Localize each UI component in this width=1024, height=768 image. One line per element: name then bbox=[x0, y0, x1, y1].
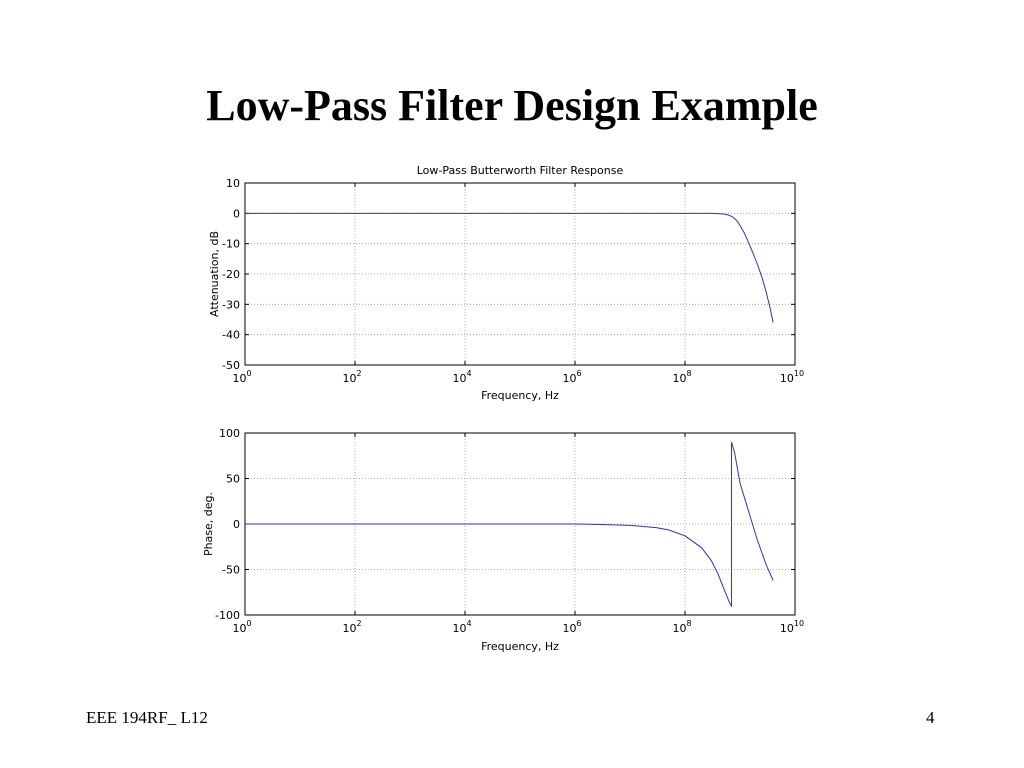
x-tick-label: 100 bbox=[232, 619, 251, 635]
y-axis-label: Attenuation, dB bbox=[208, 231, 221, 317]
y-tick-label: 0 bbox=[233, 518, 240, 531]
y-tick-label: 10 bbox=[226, 177, 240, 190]
y-tick-label: -100 bbox=[215, 609, 240, 622]
y-tick-label: 100 bbox=[219, 427, 240, 440]
x-tick-label: 1010 bbox=[780, 369, 804, 385]
x-axis-label: Frequency, Hz bbox=[481, 389, 559, 402]
y-tick-label: 50 bbox=[226, 473, 240, 486]
y-tick-label: -30 bbox=[222, 298, 240, 311]
footer-page-number: 4 bbox=[926, 708, 935, 727]
x-tick-label: 108 bbox=[672, 619, 691, 635]
x-tick-label: 102 bbox=[342, 619, 361, 635]
x-tick-label: 104 bbox=[452, 619, 471, 635]
x-tick-label: 108 bbox=[672, 369, 691, 385]
series-line bbox=[245, 441, 774, 608]
x-tick-label: 106 bbox=[562, 619, 581, 635]
x-tick-label: 102 bbox=[342, 369, 361, 385]
plot-2: 100 102 104 106 108 1010 100 50 0 -50 -100 Frequenc… bbox=[202, 427, 804, 653]
x-axis-label: Frequency, Hz bbox=[481, 640, 559, 653]
y-tick-label: -50 bbox=[222, 564, 240, 577]
x-tick-label: 104 bbox=[452, 369, 471, 385]
y-tick-label: -40 bbox=[222, 329, 240, 342]
y-tick-label: 0 bbox=[233, 207, 240, 220]
y-tick-label: -50 bbox=[222, 359, 240, 372]
plot-title: Low-Pass Butterworth Filter Response bbox=[417, 164, 624, 177]
y-tick-label: -10 bbox=[222, 238, 240, 251]
x-tick-label: 100 bbox=[232, 369, 251, 385]
footer-course-label: EEE 194RF_ L12 bbox=[86, 708, 208, 727]
slide-title: Low-Pass Filter Design Example bbox=[206, 81, 818, 130]
series-line bbox=[245, 212, 774, 323]
plot-frame bbox=[244, 182, 796, 366]
y-axis-label: Phase, deg. bbox=[202, 492, 215, 556]
x-tick-label: 1010 bbox=[780, 619, 804, 635]
y-tick-label: -20 bbox=[222, 268, 240, 281]
x-tick-label: 106 bbox=[562, 369, 581, 385]
